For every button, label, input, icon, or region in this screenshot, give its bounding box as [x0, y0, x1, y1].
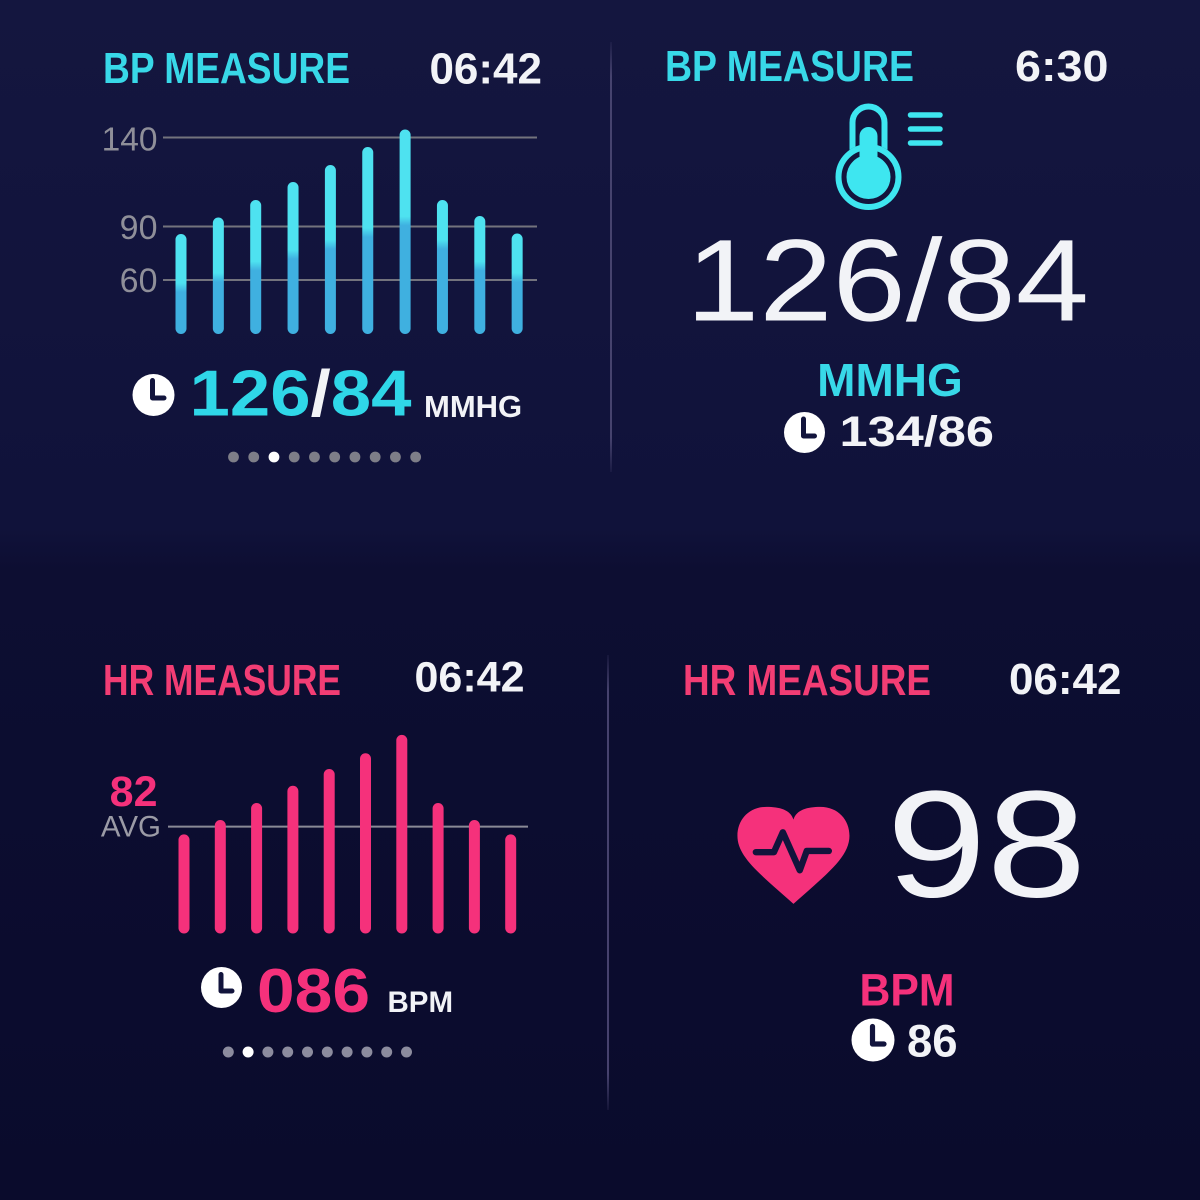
svg-text:BP MEASURE: BP MEASURE — [103, 44, 350, 93]
svg-text:HR MEASURE: HR MEASURE — [103, 656, 341, 705]
svg-text:126/84: 126/84 — [686, 216, 1089, 346]
svg-text:82: 82 — [110, 768, 158, 816]
svg-text:06:42: 06:42 — [1009, 655, 1122, 704]
svg-text:BPM: BPM — [860, 965, 955, 1016]
svg-text:086: 086 — [257, 957, 370, 1026]
svg-text:126/84: 126/84 — [190, 357, 412, 430]
svg-text:06:42: 06:42 — [429, 45, 542, 94]
svg-text:06:42: 06:42 — [415, 654, 525, 702]
svg-text:MMHG: MMHG — [424, 389, 522, 424]
svg-text:90: 90 — [120, 209, 158, 247]
svg-text:MMHG: MMHG — [817, 354, 963, 406]
svg-text:HR MEASURE: HR MEASURE — [683, 656, 931, 705]
svg-text:AVG: AVG — [101, 811, 161, 844]
svg-text:98: 98 — [887, 760, 1087, 930]
svg-text:140: 140 — [102, 122, 158, 159]
svg-text:BP MEASURE: BP MEASURE — [665, 42, 914, 91]
svg-text:134/86: 134/86 — [840, 409, 995, 456]
svg-text:6:30: 6:30 — [1015, 42, 1109, 91]
svg-text:BPM: BPM — [388, 986, 454, 1019]
svg-text:86: 86 — [907, 1016, 958, 1067]
svg-text:60: 60 — [120, 262, 158, 300]
